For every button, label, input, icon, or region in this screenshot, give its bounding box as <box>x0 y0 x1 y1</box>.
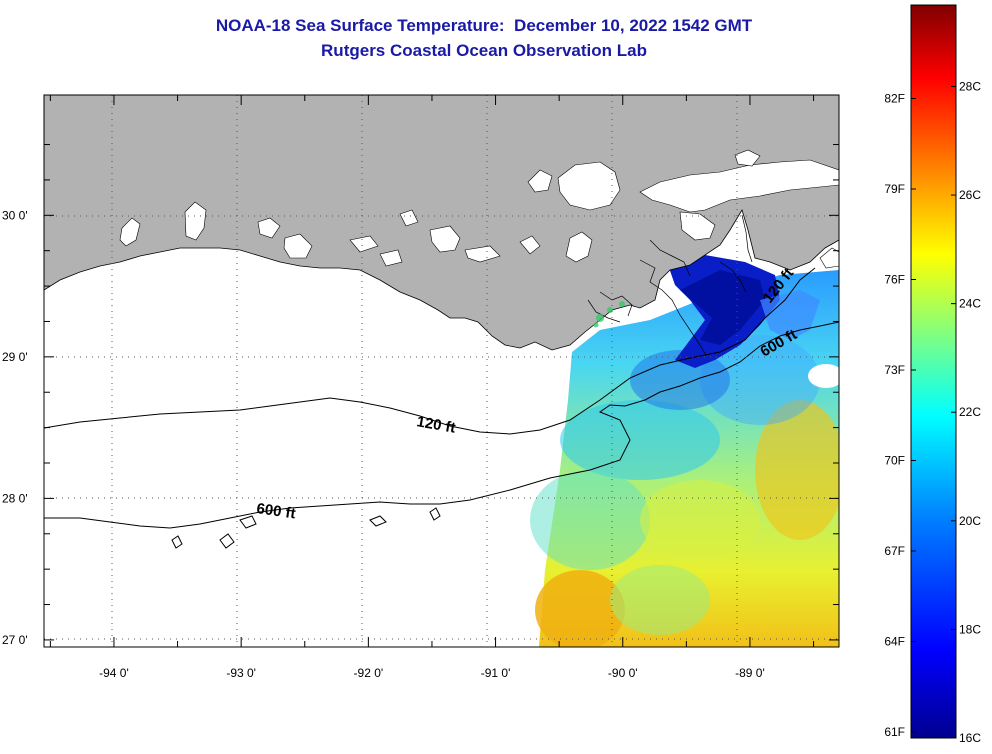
sst-swath <box>530 255 839 647</box>
axis-ticks <box>44 95 839 647</box>
colorbar-c-label: 22C <box>959 405 981 419</box>
lon-tick-label: -92 0' <box>354 666 384 680</box>
colorbar-c-label: 28C <box>959 79 981 93</box>
lat-tick-label: 27 0' <box>2 633 28 647</box>
longitude-tick-labels: -94 0' -93 0' -92 0' -91 0' -90 0' -89 0' <box>99 666 765 680</box>
colorbar-f-label: 76F <box>884 272 905 286</box>
map-title: NOAA-18 Sea Surface Temperature: Decembe… <box>215 16 753 35</box>
colorbar-f-label: 82F <box>884 92 905 106</box>
delta-marsh <box>587 214 753 356</box>
colorbar-fahrenheit-labels: 61F 64F 67F 70F 73F 76F 79F 82F <box>884 92 916 739</box>
contour-600ft <box>44 321 839 529</box>
colorbar-f-label: 70F <box>884 453 905 467</box>
colorbar-c-label: 18C <box>959 622 981 636</box>
contour-label-120ft-west: 120 ft <box>415 413 457 437</box>
land-mass <box>44 95 839 351</box>
contour-120ft <box>44 267 816 435</box>
lon-tick-label: -89 0' <box>735 666 765 680</box>
graticule <box>44 95 839 647</box>
colorbar <box>910 4 957 739</box>
map-subtitle: Rutgers Coastal Ocean Observation Lab <box>321 41 647 60</box>
contour-label-600ft-west: 600 ft <box>255 500 296 522</box>
colorbar-f-label: 73F <box>884 363 905 377</box>
marsh-green <box>593 301 625 328</box>
colorbar-f-label: 64F <box>884 634 905 648</box>
lat-tick-label: 28 0' <box>2 491 28 505</box>
colorbar-f-label: 61F <box>884 725 905 739</box>
inland-water <box>119 149 839 269</box>
colorbar-f-label: 79F <box>884 182 905 196</box>
latitude-tick-labels: 27 0' 28 0' 29 0' 30 0' <box>2 208 28 647</box>
lon-tick-label: -91 0' <box>481 666 511 680</box>
colorbar-celsius-labels: 16C 18C 20C 22C 24C 26C 28C <box>951 79 981 745</box>
lon-tick-label: -94 0' <box>99 666 129 680</box>
lon-tick-label: -93 0' <box>226 666 256 680</box>
plot-frame <box>43 94 840 648</box>
colorbar-c-label: 20C <box>959 514 981 528</box>
bathymetry-contours <box>44 267 839 549</box>
lat-tick-label: 29 0' <box>2 350 28 364</box>
lat-tick-label: 30 0' <box>2 208 28 222</box>
colorbar-f-label: 67F <box>884 544 905 558</box>
colorbar-c-label: 24C <box>959 297 981 311</box>
lon-tick-label: -90 0' <box>608 666 638 680</box>
colorbar-c-label: 16C <box>959 731 981 745</box>
colorbar-c-label: 26C <box>959 188 981 202</box>
